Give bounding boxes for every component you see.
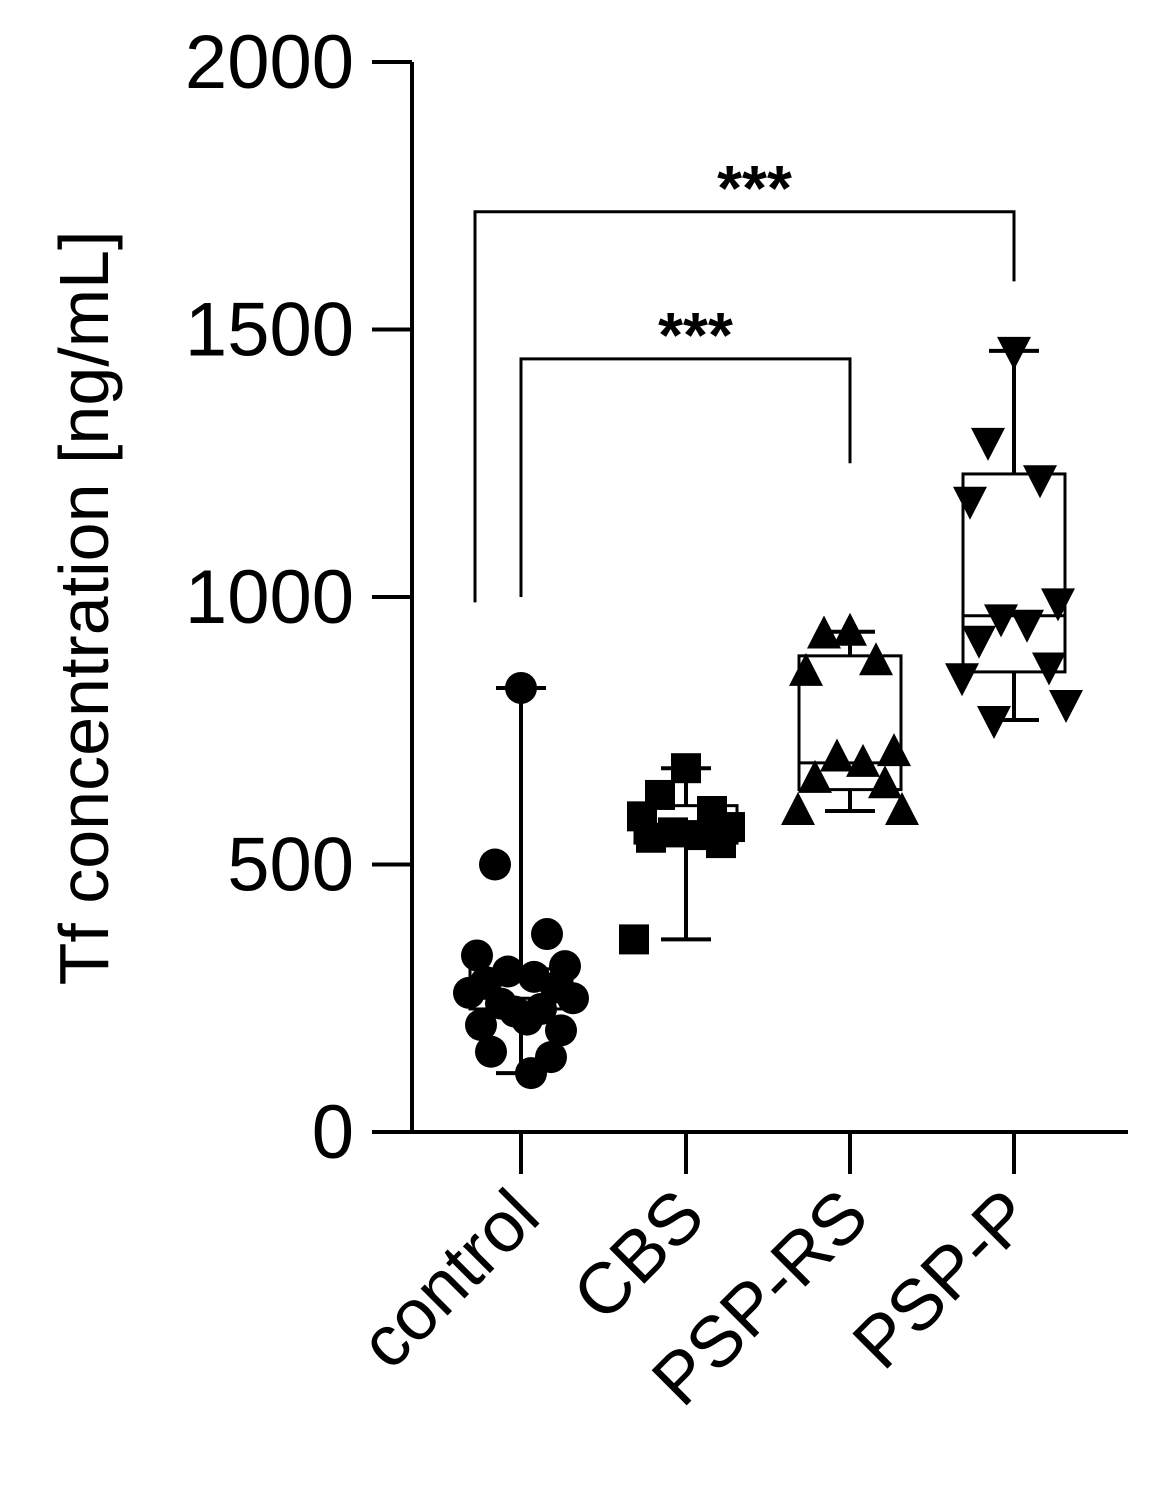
data-point-circle (461, 939, 493, 972)
data-point-triangle-up (885, 792, 919, 825)
data-point-triangle-down (997, 336, 1031, 370)
data-point-triangle-down (945, 663, 979, 697)
data-point-triangle-up (833, 612, 867, 646)
data-point-triangle-up (877, 733, 911, 767)
data-point-triangle-down (984, 604, 1018, 638)
data-point-triangle-down (1041, 588, 1075, 622)
y-tick-label: 500 (227, 823, 354, 908)
data-point-triangle-down (1049, 690, 1083, 723)
data-point-circle (545, 1014, 577, 1047)
significance-label: *** (658, 299, 733, 371)
data-point-circle (453, 976, 485, 1009)
significance-bracket (473, 210, 1016, 603)
data-point-triangle-down (962, 625, 996, 659)
data-point-circle (531, 918, 563, 951)
box-iqr (961, 472, 1067, 674)
data-point-triangle-up (798, 759, 832, 793)
data-point-square (706, 828, 736, 859)
data-point-triangle-down (1032, 652, 1066, 686)
data-point-triangle-down (953, 486, 987, 520)
y-tick-label: 2000 (185, 20, 354, 105)
y-axis-label: Tf concentration [ng/mL] (45, 231, 123, 986)
y-tick-label: 1500 (185, 288, 354, 373)
significance-label: *** (717, 152, 792, 224)
data-point-triangle-down (1010, 609, 1044, 643)
significance-bracket (519, 357, 852, 597)
x-tick-label: control (345, 1175, 554, 1384)
data-point-triangle-up (789, 652, 823, 686)
data-point-square (636, 822, 666, 853)
y-tick-label: 1000 (185, 555, 354, 640)
data-point-triangle-down (977, 706, 1011, 740)
box-iqr (797, 654, 903, 792)
data-point-triangle-up (807, 615, 841, 649)
data-point-circle (511, 1003, 543, 1036)
data-point-triangle-up (820, 738, 854, 772)
data-point-circle (557, 982, 589, 1015)
data-point-triangle-down (971, 427, 1005, 461)
data-point-square (619, 924, 649, 955)
data-point-triangle-up (846, 743, 880, 777)
data-points (453, 336, 1083, 1090)
data-point-triangle-up (859, 642, 893, 676)
data-point-circle (515, 1057, 547, 1090)
significance-brackets: *** *** (473, 152, 1016, 603)
data-point-triangle-up (781, 792, 815, 825)
data-point-circle (475, 1035, 507, 1068)
x-tick-label: PSP-P (838, 1175, 1047, 1384)
data-point-square (671, 753, 701, 784)
data-point-triangle-down (1023, 465, 1057, 499)
y-tick-label: 0 (312, 1090, 354, 1175)
data-point-circle (505, 671, 537, 704)
data-point-triangle-up (868, 765, 902, 799)
data-point-circle (479, 848, 511, 881)
data-point-circle (465, 1009, 497, 1041)
